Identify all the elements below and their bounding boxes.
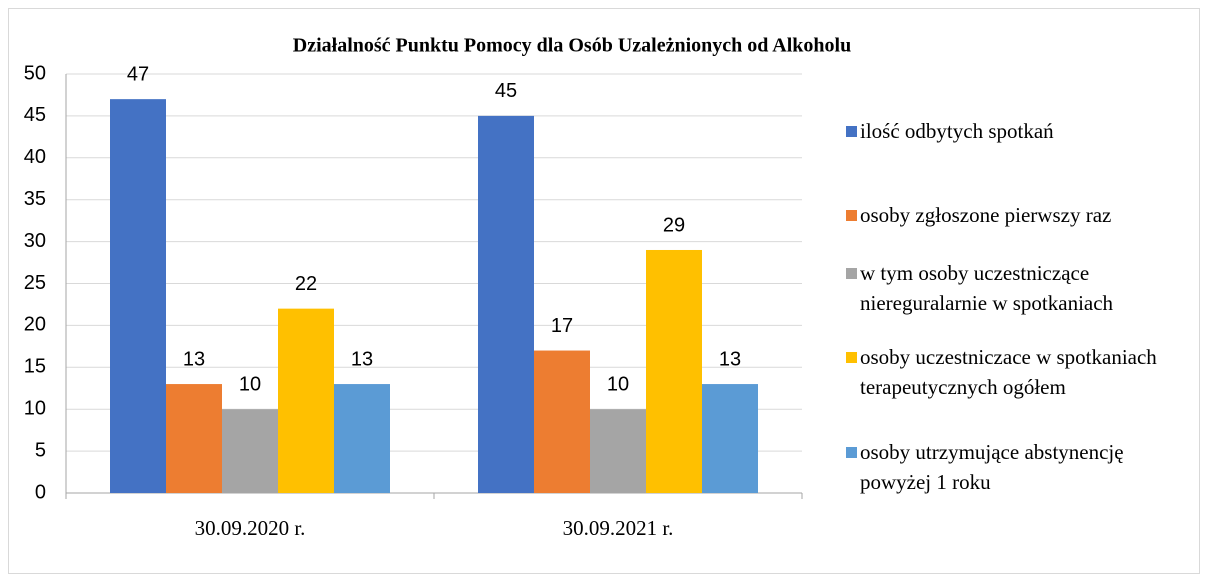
y-tick-label: 40 [24, 146, 46, 168]
legend-item: osoby uczestniczace w spotkaniach terape… [846, 342, 1191, 402]
legend-label: osoby utrzymujące abstynencję powyżej 1 … [860, 440, 1124, 494]
y-tick-label: 0 [35, 481, 46, 503]
bar [222, 409, 278, 493]
bar [590, 409, 646, 493]
legend-item: osoby zgłoszone pierwszy raz [846, 200, 1191, 230]
y-tick-label: 20 [24, 314, 46, 336]
bar [534, 350, 590, 493]
y-tick-label: 10 [24, 397, 46, 419]
y-tick-label: 15 [24, 356, 46, 378]
bar [702, 384, 758, 493]
bar [110, 99, 166, 493]
legend-label: osoby uczestniczace w spotkaniach terape… [860, 345, 1157, 399]
legend-item: ilość odbytych spotkań [846, 116, 1191, 146]
y-tick-label: 35 [24, 188, 46, 210]
legend-swatch [846, 447, 857, 458]
bar [646, 249, 702, 493]
legend-swatch [846, 352, 857, 363]
data-label: 13 [183, 348, 205, 370]
legend-swatch [846, 126, 857, 137]
data-label: 22 [295, 273, 317, 295]
data-label: 13 [351, 348, 373, 370]
y-tick-label: 30 [24, 230, 46, 252]
legend-swatch [846, 210, 857, 221]
legend-label: osoby zgłoszone pierwszy raz [860, 203, 1112, 227]
data-label: 10 [607, 373, 629, 395]
bar [478, 115, 534, 494]
x-tick-label: 30.09.2020 r. [195, 516, 306, 540]
data-label: 17 [551, 315, 573, 337]
chart-title: Działalność Punktu Pomocy dla Osób Uzale… [293, 35, 851, 57]
legend-swatch [846, 268, 857, 279]
legend-item: w tym osoby uczestniczące niereguralarni… [846, 258, 1191, 318]
legend-label: w tym osoby uczestniczące niereguralarni… [860, 261, 1114, 315]
legend-item: osoby utrzymujące abstynencję powyżej 1 … [846, 437, 1191, 497]
data-label: 45 [495, 80, 517, 102]
data-label: 10 [239, 373, 261, 395]
y-tick-label: 45 [24, 104, 46, 126]
data-label: 29 [663, 214, 685, 236]
bar [278, 308, 334, 493]
y-tick-label: 50 [24, 62, 46, 84]
y-tick-label: 5 [35, 439, 46, 461]
x-tick-label: 30.09.2021 r. [563, 516, 674, 540]
legend-label: ilość odbytych spotkań [860, 119, 1054, 143]
data-label: 47 [127, 63, 149, 85]
y-tick-label: 25 [24, 272, 46, 294]
bar [166, 384, 222, 493]
data-label: 13 [719, 348, 741, 370]
bar [334, 384, 390, 493]
